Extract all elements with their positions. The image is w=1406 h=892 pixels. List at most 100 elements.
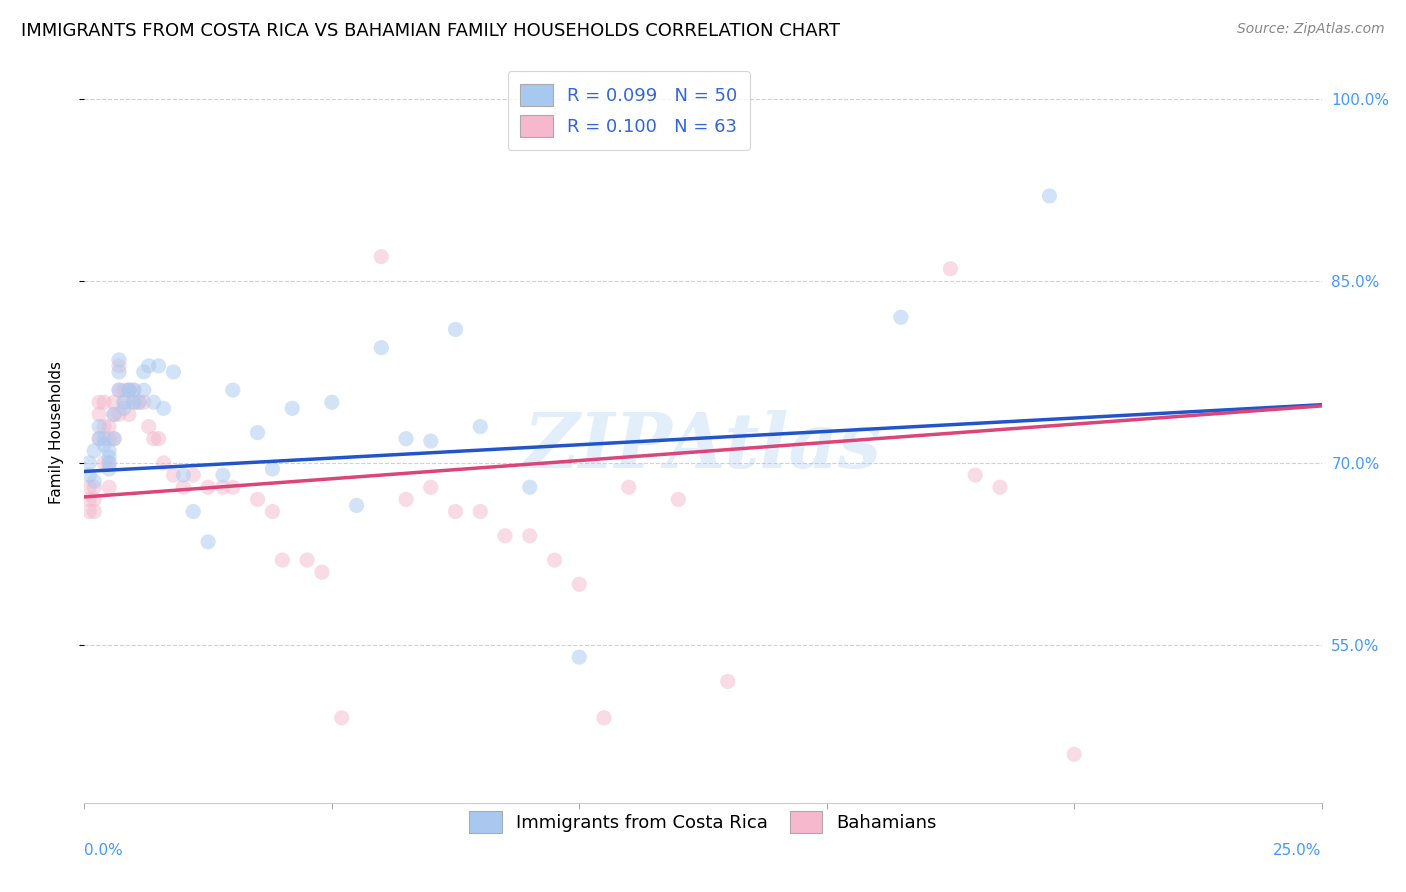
- Point: [295, 553, 318, 567]
- Point: [103, 408, 125, 422]
- Point: [108, 383, 131, 397]
- Point: [118, 383, 141, 397]
- Point: [138, 419, 160, 434]
- Point: [108, 408, 131, 422]
- Point: [98, 456, 121, 470]
- Point: [543, 553, 565, 567]
- Point: [83, 480, 105, 494]
- Point: [311, 565, 333, 579]
- Point: [132, 395, 155, 409]
- Point: [128, 395, 150, 409]
- Point: [965, 468, 987, 483]
- Point: [617, 480, 640, 494]
- Point: [568, 650, 591, 665]
- Point: [89, 419, 111, 434]
- Point: [593, 711, 616, 725]
- Text: ZIPAtlas: ZIPAtlas: [524, 410, 882, 484]
- Point: [281, 401, 304, 416]
- Point: [98, 456, 121, 470]
- Point: [103, 432, 125, 446]
- Point: [103, 432, 125, 446]
- Point: [988, 480, 1011, 494]
- Point: [1038, 189, 1060, 203]
- Point: [138, 359, 160, 373]
- Point: [222, 480, 245, 494]
- Point: [568, 577, 591, 591]
- Point: [246, 492, 269, 507]
- Point: [142, 432, 165, 446]
- Point: [519, 529, 541, 543]
- Point: [98, 462, 121, 476]
- Text: 25.0%: 25.0%: [1274, 843, 1322, 858]
- Point: [83, 474, 105, 488]
- Point: [271, 553, 294, 567]
- Point: [262, 462, 284, 476]
- Point: [83, 443, 105, 458]
- Point: [939, 261, 962, 276]
- Point: [330, 711, 353, 725]
- Point: [172, 468, 194, 483]
- Point: [148, 432, 170, 446]
- Text: IMMIGRANTS FROM COSTA RICA VS BAHAMIAN FAMILY HOUSEHOLDS CORRELATION CHART: IMMIGRANTS FROM COSTA RICA VS BAHAMIAN F…: [21, 22, 841, 40]
- Point: [98, 480, 121, 494]
- Y-axis label: Family Households: Family Households: [49, 361, 63, 504]
- Point: [890, 310, 912, 325]
- Point: [79, 492, 101, 507]
- Point: [112, 383, 135, 397]
- Point: [494, 529, 516, 543]
- Point: [1063, 747, 1085, 762]
- Point: [346, 499, 368, 513]
- Point: [212, 480, 235, 494]
- Point: [93, 456, 115, 470]
- Point: [93, 419, 115, 434]
- Point: [112, 395, 135, 409]
- Point: [122, 395, 145, 409]
- Point: [162, 365, 184, 379]
- Point: [470, 504, 492, 518]
- Point: [93, 438, 115, 452]
- Point: [79, 504, 101, 518]
- Point: [79, 456, 101, 470]
- Point: [93, 395, 115, 409]
- Point: [321, 395, 343, 409]
- Point: [395, 432, 418, 446]
- Point: [98, 450, 121, 464]
- Legend: Immigrants from Costa Rica, Bahamians: Immigrants from Costa Rica, Bahamians: [457, 798, 949, 846]
- Point: [108, 359, 131, 373]
- Point: [148, 359, 170, 373]
- Point: [89, 432, 111, 446]
- Point: [93, 432, 115, 446]
- Point: [103, 408, 125, 422]
- Point: [98, 419, 121, 434]
- Point: [122, 383, 145, 397]
- Point: [152, 456, 174, 470]
- Point: [470, 419, 492, 434]
- Point: [717, 674, 740, 689]
- Point: [128, 395, 150, 409]
- Point: [83, 504, 105, 518]
- Point: [79, 468, 101, 483]
- Point: [419, 480, 441, 494]
- Point: [83, 492, 105, 507]
- Point: [108, 365, 131, 379]
- Point: [118, 383, 141, 397]
- Point: [197, 480, 219, 494]
- Point: [370, 250, 392, 264]
- Point: [118, 408, 141, 422]
- Point: [181, 468, 204, 483]
- Point: [89, 395, 111, 409]
- Point: [112, 401, 135, 416]
- Point: [419, 434, 441, 449]
- Point: [89, 408, 111, 422]
- Point: [162, 468, 184, 483]
- Point: [152, 401, 174, 416]
- Point: [79, 480, 101, 494]
- Point: [519, 480, 541, 494]
- Point: [108, 383, 131, 397]
- Point: [181, 504, 204, 518]
- Point: [172, 480, 194, 494]
- Point: [98, 432, 121, 446]
- Point: [246, 425, 269, 440]
- Point: [89, 432, 111, 446]
- Point: [370, 341, 392, 355]
